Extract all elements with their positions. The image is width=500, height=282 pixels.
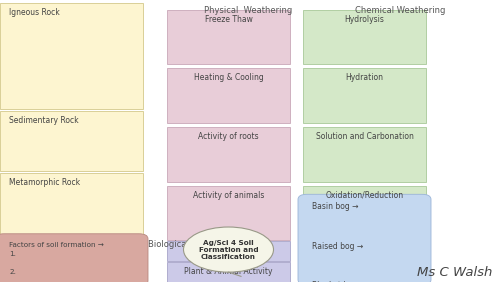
Text: Metamorphic Rock: Metamorphic Rock bbox=[9, 178, 80, 187]
FancyBboxPatch shape bbox=[0, 173, 143, 238]
FancyBboxPatch shape bbox=[167, 262, 290, 282]
Text: Basin bog →


Raised bog →


Blanket bog →: Basin bog → Raised bog → Blanket bog → bbox=[312, 202, 366, 282]
FancyBboxPatch shape bbox=[303, 68, 426, 123]
Ellipse shape bbox=[184, 227, 274, 272]
FancyBboxPatch shape bbox=[303, 127, 426, 182]
FancyBboxPatch shape bbox=[303, 10, 426, 64]
Text: Biological  Weathering: Biological Weathering bbox=[148, 240, 242, 249]
Text: Activity of roots: Activity of roots bbox=[198, 132, 259, 141]
Text: Heating & Cooling: Heating & Cooling bbox=[194, 73, 264, 82]
Text: Hydrolysis: Hydrolysis bbox=[344, 15, 385, 24]
FancyBboxPatch shape bbox=[303, 186, 426, 240]
Text: Chemical Weathering: Chemical Weathering bbox=[355, 6, 445, 15]
Text: Physical  Weathering: Physical Weathering bbox=[204, 6, 292, 15]
Text: Freeze Thaw: Freeze Thaw bbox=[204, 15, 252, 24]
Text: Oxidation/Reduction: Oxidation/Reduction bbox=[326, 191, 404, 200]
Text: Plant & Animal Activity: Plant & Animal Activity bbox=[184, 267, 273, 276]
Text: Solution and Carbonation: Solution and Carbonation bbox=[316, 132, 414, 141]
Text: Igneous Rock: Igneous Rock bbox=[9, 8, 60, 17]
Text: Activity of animals: Activity of animals bbox=[193, 191, 264, 200]
FancyBboxPatch shape bbox=[0, 234, 148, 282]
Text: Ms C Walsh: Ms C Walsh bbox=[417, 266, 492, 279]
FancyBboxPatch shape bbox=[167, 68, 290, 123]
FancyBboxPatch shape bbox=[167, 186, 290, 240]
FancyBboxPatch shape bbox=[0, 3, 143, 109]
FancyBboxPatch shape bbox=[0, 111, 143, 171]
Text: Ag/Sci 4 Soil
Formation and
Classification: Ag/Sci 4 Soil Formation and Classificati… bbox=[198, 240, 258, 259]
Text: Factors of soil formation →
1.

2.

3.

4.

5.: Factors of soil formation → 1. 2. 3. 4. … bbox=[9, 242, 104, 282]
FancyBboxPatch shape bbox=[167, 10, 290, 64]
Text: Sedimentary Rock: Sedimentary Rock bbox=[9, 116, 78, 125]
FancyBboxPatch shape bbox=[298, 194, 431, 282]
FancyBboxPatch shape bbox=[167, 241, 290, 261]
FancyBboxPatch shape bbox=[167, 127, 290, 182]
Text: Hydration: Hydration bbox=[346, 73, 384, 82]
Text: Microorganisms: Microorganisms bbox=[198, 246, 259, 255]
